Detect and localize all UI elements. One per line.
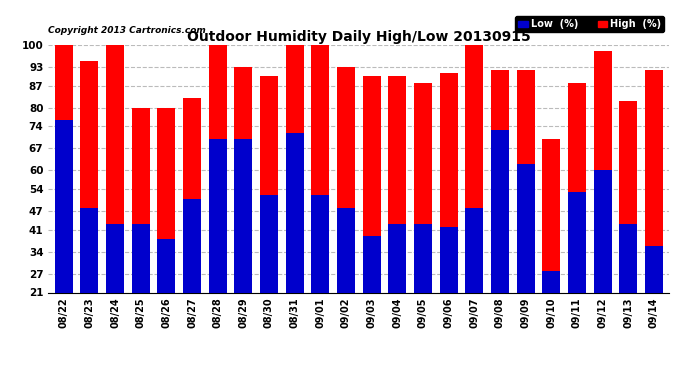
Title: Outdoor Humidity Daily High/Low 20130915: Outdoor Humidity Daily High/Low 20130915 [187,30,531,44]
Bar [337,208,355,358]
Bar [414,224,432,358]
Bar [132,224,150,358]
Bar [311,45,329,358]
Bar [542,271,560,358]
Bar [260,195,278,358]
Legend: Low  (%), High  (%): Low (%), High (%) [515,16,664,32]
Bar [80,208,99,358]
Bar [363,236,381,358]
Bar [55,120,72,358]
Bar [157,108,175,358]
Bar [80,61,99,358]
Bar [568,192,586,358]
Bar [593,51,611,358]
Bar [619,101,638,358]
Bar [183,198,201,358]
Bar [517,70,535,358]
Bar [235,139,253,358]
Bar [593,170,611,358]
Bar [542,139,560,358]
Bar [235,67,253,358]
Bar [286,45,304,358]
Bar [440,73,457,358]
Bar [388,76,406,358]
Bar [414,82,432,358]
Bar [311,195,329,358]
Bar [208,45,226,358]
Bar [157,239,175,358]
Bar [568,82,586,358]
Bar [388,224,406,358]
Bar [440,227,457,358]
Text: Copyright 2013 Cartronics.com: Copyright 2013 Cartronics.com [48,26,206,35]
Bar [619,224,638,358]
Bar [465,208,483,358]
Bar [517,164,535,358]
Bar [491,70,509,358]
Bar [132,108,150,358]
Bar [286,133,304,358]
Bar [208,139,226,358]
Bar [260,76,278,358]
Bar [106,45,124,358]
Bar [363,76,381,358]
Bar [645,246,663,358]
Bar [465,45,483,358]
Bar [183,98,201,358]
Bar [55,45,72,358]
Bar [491,130,509,358]
Bar [106,224,124,358]
Bar [645,70,663,358]
Bar [337,67,355,358]
